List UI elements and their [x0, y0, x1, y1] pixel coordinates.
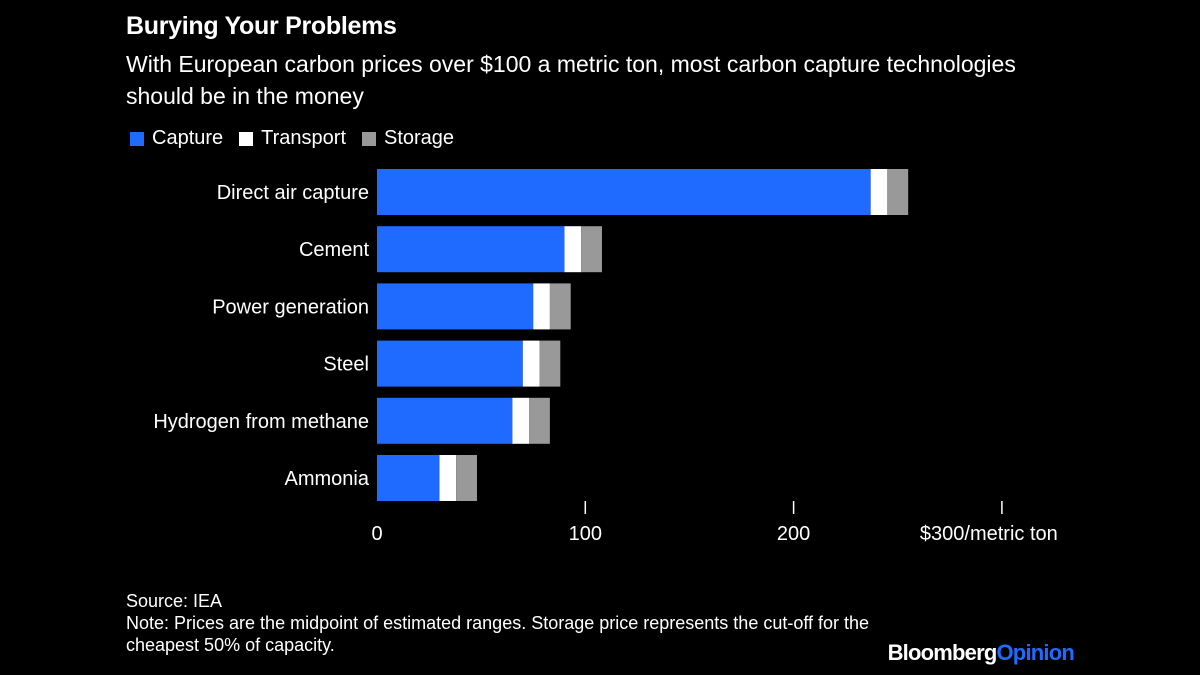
- category-label-ammonia: Ammonia: [285, 468, 370, 490]
- legend-swatch-storage: [362, 131, 376, 146]
- bar-capture-hydrogen-from-methane: [377, 397, 513, 444]
- bar-chart: Direct air capture Cement Power generation…: [153, 169, 1058, 545]
- category-label-power-generation: Power generation: [212, 296, 369, 318]
- bar-capture-direct-air-capture: [377, 169, 871, 215]
- bar-storage-cement: [581, 226, 602, 273]
- x-tick-label: $300/metric ton: [920, 523, 1058, 545]
- legend-item-capture: Capture: [130, 127, 223, 150]
- bar-transport-hydrogen-from-methane: [512, 397, 530, 444]
- bar-capture-power-generation: [377, 283, 534, 330]
- bar-storage-steel: [539, 340, 561, 387]
- bar-transport-direct-air-capture: [870, 169, 888, 215]
- legend-label-capture: Capture: [152, 127, 224, 149]
- bar-storage-power-generation: [549, 283, 571, 330]
- brand-logo-part2: Opinion: [996, 640, 1075, 665]
- bar-transport-ammonia: [439, 455, 457, 501]
- brand-logo: BloombergOpinion: [887, 640, 1075, 666]
- footnote: Note: Prices are the midpoint of estimat…: [126, 613, 870, 655]
- footer: Source: IEA Note: Prices are the midpoin…: [126, 590, 886, 656]
- brand-logo-part1: Bloomberg: [887, 640, 998, 665]
- category-label-hydrogen-from-methane: Hydrogen from methane: [153, 411, 369, 433]
- legend-item-transport: Transport: [239, 127, 346, 150]
- category-label-cement: Cement: [299, 239, 369, 261]
- bar-capture-steel: [377, 340, 523, 387]
- bar-transport-cement: [564, 226, 582, 273]
- legend: Capture Transport Storage: [130, 127, 470, 150]
- source-note: Source: IEA: [126, 591, 223, 611]
- x-tick-label: 0: [371, 523, 382, 545]
- bar-capture-cement: [377, 226, 565, 273]
- bar-transport-steel: [522, 340, 540, 387]
- legend-label-storage: Storage: [384, 127, 455, 149]
- bar-capture-ammonia: [377, 455, 440, 501]
- legend-swatch-transport: [239, 131, 254, 146]
- legend-label-transport: Transport: [261, 127, 346, 149]
- bar-storage-hydrogen-from-methane: [529, 397, 550, 444]
- x-tick-label: 200: [777, 523, 810, 545]
- category-label-steel: Steel: [323, 354, 369, 376]
- chart-subtitle: With European carbon prices over $100 a …: [126, 51, 1016, 109]
- bar-storage-ammonia: [456, 455, 477, 501]
- chart-title: Burying Your Problems: [126, 12, 397, 40]
- legend-swatch-capture: [130, 131, 144, 146]
- x-tick-label: 100: [569, 523, 602, 545]
- category-label-direct-air-capture: Direct air capture: [217, 182, 369, 204]
- bar-storage-direct-air-capture: [887, 169, 909, 215]
- bar-transport-power-generation: [533, 283, 550, 330]
- legend-item-storage: Storage: [362, 127, 454, 150]
